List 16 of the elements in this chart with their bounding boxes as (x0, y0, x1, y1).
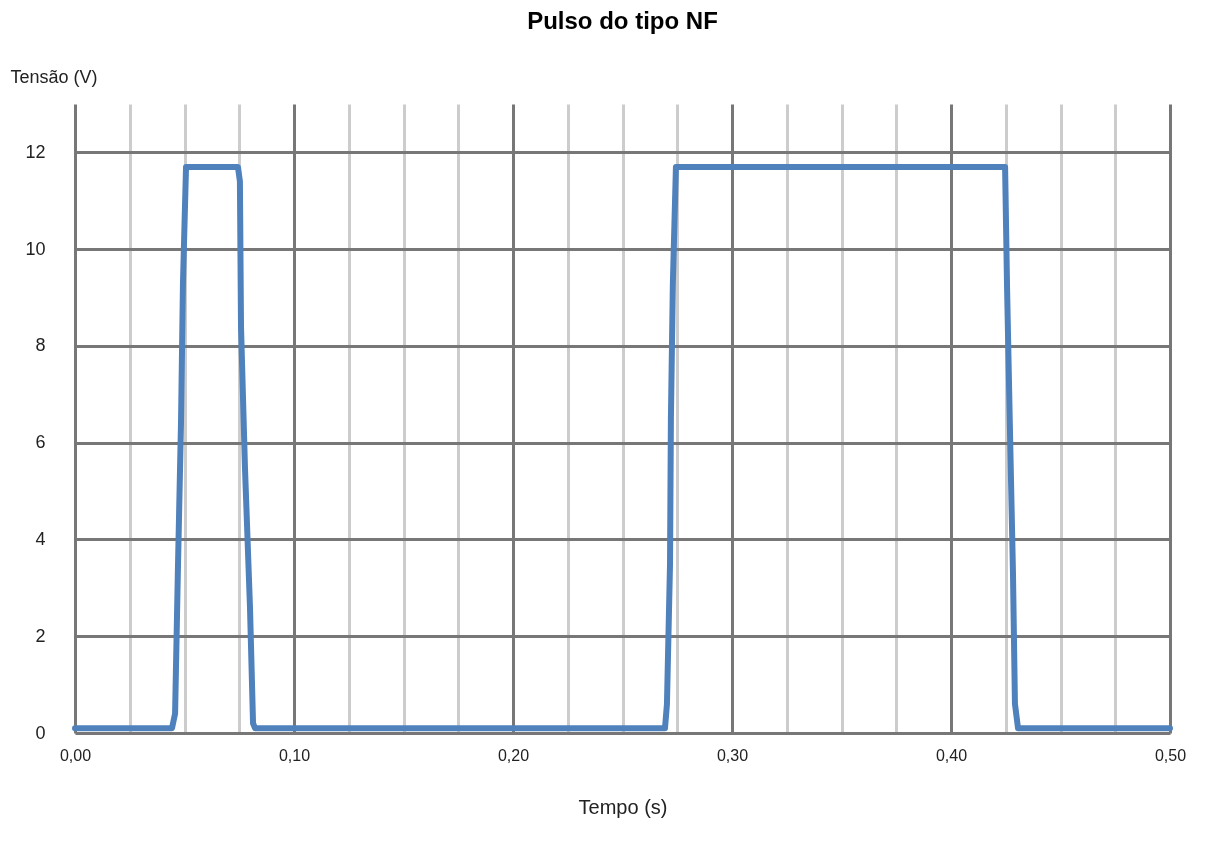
chart-title: Pulso do tipo NF (527, 7, 718, 34)
y-tick-label: 2 (35, 625, 46, 646)
y-tick-label: 12 (25, 141, 46, 162)
x-tick-label: 0,10 (278, 746, 311, 764)
x-tick-label: 0,40 (935, 746, 968, 764)
y-tick-label: 8 (35, 335, 46, 356)
x-tick-label: 0,30 (716, 746, 749, 764)
x-tick-label: 0,20 (497, 746, 530, 764)
y-tick-label: 0 (35, 722, 46, 743)
y-tick-label: 6 (35, 432, 46, 453)
x-tick-label: 0,00 (59, 746, 92, 764)
y-tick-label: 10 (25, 238, 46, 259)
y-axis-title: Tensão (V) (10, 66, 98, 87)
x-axis-title: Tempo (s) (578, 795, 668, 818)
x-tick-label: 0,50 (1154, 746, 1187, 764)
y-tick-label: 4 (35, 528, 46, 549)
